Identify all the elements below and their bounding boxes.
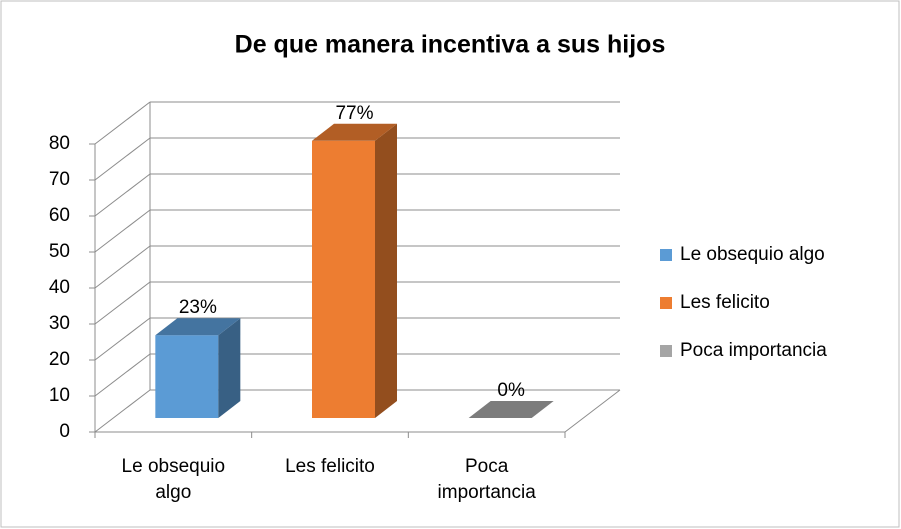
bar [155, 335, 219, 418]
grid-line [94, 353, 151, 397]
bar-top [155, 318, 241, 336]
grid-line [94, 317, 151, 361]
data-label: 77% [335, 103, 373, 124]
y-tick-label: 80 [49, 133, 70, 154]
floor-right [564, 389, 621, 433]
grid-line [94, 137, 151, 181]
bar-side [218, 318, 241, 418]
chart-title: De que manera incentiva a sus hijos [235, 31, 666, 59]
bar [312, 140, 375, 419]
legend-swatch [660, 249, 672, 261]
grid-line [94, 173, 151, 217]
x-tick-label: Poca importancia [437, 456, 536, 503]
y-tick-label: 40 [49, 277, 70, 298]
legend-label: Poca importancia [680, 340, 827, 361]
grid-line [94, 281, 151, 325]
y-tick-label: 10 [49, 385, 70, 406]
x-tick-label: Les felicito [285, 456, 375, 477]
y-tick-label: 20 [49, 349, 70, 370]
bar-top [312, 123, 397, 141]
bar-side [375, 123, 397, 419]
data-label: 0% [497, 380, 525, 401]
legend-swatch [660, 345, 672, 357]
y-tick-label: 50 [49, 241, 70, 262]
y-tick-label: 70 [49, 169, 70, 190]
bar-top [468, 401, 554, 418]
y-tick-label: 60 [49, 205, 70, 226]
x-tick-label: Le obsequio algo [121, 456, 226, 503]
grid-line [94, 245, 151, 289]
grid-line [94, 389, 151, 433]
legend-label: Les felicito [680, 292, 770, 313]
data-label: 23% [179, 297, 217, 318]
grid-line [94, 209, 151, 253]
y-tick-label: 30 [49, 313, 70, 334]
grid-line [94, 101, 151, 145]
legend-label: Le obsequio algo [680, 244, 825, 265]
y-tick-label: 0 [59, 421, 70, 442]
legend-swatch [660, 297, 672, 309]
